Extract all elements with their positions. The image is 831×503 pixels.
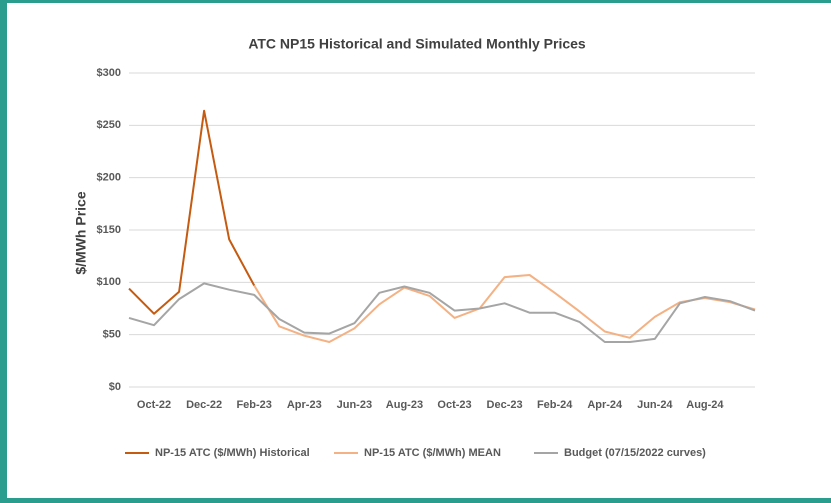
x-tick-label: Jun-24 xyxy=(637,399,673,411)
legend-label: NP-15 ATC ($/MWh) MEAN xyxy=(364,447,501,459)
x-tick-label: Oct-22 xyxy=(137,399,171,411)
y-tick-label: $300 xyxy=(97,67,121,79)
y-tick-label: $150 xyxy=(97,224,121,236)
x-tick-label: Dec-23 xyxy=(487,399,523,411)
frame: ATC NP15 Historical and Simulated Monthl… xyxy=(7,3,831,498)
x-tick-label: Aug-23 xyxy=(386,399,423,411)
x-tick-label: Jun-23 xyxy=(337,399,372,411)
x-tick-label: Apr-23 xyxy=(287,399,322,411)
legend-label: Budget (07/15/2022 curves) xyxy=(564,447,706,459)
series-line xyxy=(128,282,756,343)
y-tick-label: $200 xyxy=(97,172,121,184)
x-tick-label: Aug-24 xyxy=(686,399,724,411)
y-tick-label: $50 xyxy=(103,329,121,341)
series-line xyxy=(253,274,756,343)
y-tick-label: $0 xyxy=(109,381,121,393)
legend-label: NP-15 ATC ($/MWh) Historical xyxy=(155,447,310,459)
y-axis-title: $/MWh Price xyxy=(73,191,89,274)
series-line xyxy=(128,109,256,315)
y-tick-label: $250 xyxy=(97,119,121,131)
x-tick-label: Apr-24 xyxy=(587,399,623,411)
chart-title: ATC NP15 Historical and Simulated Monthl… xyxy=(248,36,586,52)
x-tick-label: Feb-24 xyxy=(537,399,573,411)
x-tick-label: Dec-22 xyxy=(186,399,222,411)
x-tick-label: Feb-23 xyxy=(236,399,271,411)
y-tick-label: $100 xyxy=(97,276,121,288)
x-tick-label: Oct-23 xyxy=(437,399,471,411)
chart: ATC NP15 Historical and Simulated Monthl… xyxy=(73,36,756,459)
